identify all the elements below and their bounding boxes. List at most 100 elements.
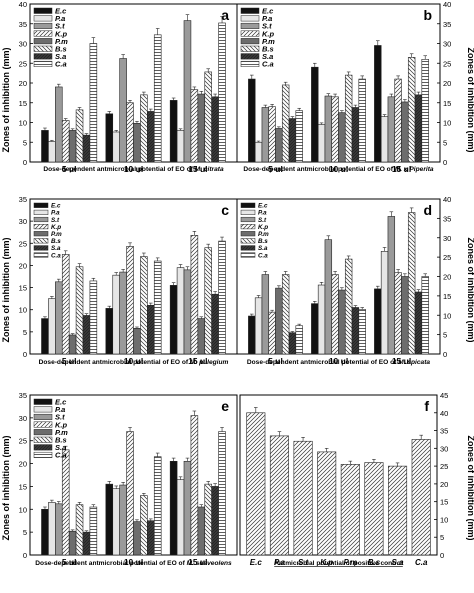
- bar-hatch-c-a-5-ul: [89, 507, 97, 555]
- x-tick-label: 10 ul: [329, 164, 348, 174]
- panel-caption: Dose-dependent antmicrobial potential of…: [35, 560, 232, 567]
- y-tick-label: 0: [23, 350, 27, 359]
- y-tick-label: 20: [443, 79, 451, 88]
- legend-label-c-a: C.a: [55, 451, 67, 460]
- legend-hatch-b-s: [34, 238, 48, 244]
- legend-label-s-t: S.t: [51, 217, 60, 224]
- x-tick-label: 5 ul: [62, 164, 77, 174]
- y-axis-label-left-top: Zones of inhibition (mm): [1, 48, 11, 153]
- bar-e-c-15-ul: [374, 45, 382, 163]
- y-axis-label-right-top: Zones of inhibition (mm): [466, 48, 474, 153]
- bar-e-c-10-ul: [105, 113, 114, 163]
- y-tick-label: 10: [19, 306, 27, 315]
- bar-hatch-b-s-10-ul: [345, 75, 353, 162]
- legend-label-c-a: C.a: [262, 60, 274, 69]
- legend-swatch-e-c: [240, 7, 260, 14]
- bar-p-a-5-ul: [254, 141, 263, 163]
- y-tick-label: 45: [440, 391, 448, 400]
- y-tick-label: 35: [443, 20, 451, 29]
- legend-hatch-c-a: [34, 61, 52, 67]
- legend-label-p-a: P.a: [51, 210, 60, 217]
- legend-label-e-c: E.c: [262, 7, 274, 16]
- caption-species: M. pulegium: [190, 359, 229, 366]
- bar-e-c-10-ul: [105, 483, 114, 556]
- bar-hatch-s-a-5-ul: [289, 118, 296, 162]
- bar-e-c-10-ul: [105, 308, 114, 355]
- bar-p-a-10-ul: [112, 488, 120, 556]
- bar-e-c-15-ul: [169, 285, 178, 355]
- legend-label-s-a: S.a: [258, 245, 268, 252]
- x-tick-label: P.a: [274, 558, 286, 567]
- x-tick-label: S.t: [298, 558, 309, 567]
- x-tick-label: 15 ul: [392, 356, 411, 366]
- legend-label-k-p: K.p: [55, 420, 68, 429]
- panel-caption: Antmicrobial potential of positive contr…: [274, 560, 403, 567]
- bar-hatch-s-a-15-ul: [211, 294, 219, 354]
- y-tick-label: 20: [19, 460, 27, 469]
- x-tick-label: 10 ul: [124, 356, 143, 366]
- panel-a: 0 5 10 15 20 25 30 35 40 a Dose-dependent antmicro…: [19, 0, 238, 174]
- legend-label-b-s: B.s: [55, 436, 67, 445]
- y-tick-label: 0: [23, 158, 27, 167]
- bar-hatch-c-a-15-ul: [218, 431, 226, 555]
- x-tick-label: B.s: [368, 558, 381, 567]
- y-tick-label: 30: [19, 217, 27, 226]
- y-tick-label: 5: [23, 328, 27, 337]
- legend-label-p-m: P.m: [258, 231, 269, 238]
- legend-label-e-c: E.c: [51, 203, 61, 210]
- bar-hatch-s-a-5-ul: [82, 135, 90, 162]
- panel-caption: Dose-dependent antmicrobial potential of…: [247, 359, 431, 366]
- bar-hatch-b-s-15-ul: [408, 212, 416, 354]
- x-tick-label: S.a: [392, 558, 405, 567]
- bar-hatch-k-p-5-ul: [62, 120, 70, 162]
- y-tick-label: 35: [19, 391, 27, 400]
- bar-s-t-10-ul: [119, 271, 127, 355]
- y-tick-label: 35: [19, 20, 27, 29]
- bar-hatch-c-a-5-ul: [89, 280, 97, 354]
- bar-p-a-5-ul: [48, 298, 56, 355]
- bar-p-a-15-ul: [176, 130, 185, 163]
- legend-label-b-s: B.s: [258, 238, 268, 245]
- bar-hatch-k-p-15-ul: [394, 79, 402, 162]
- legend-label-p-a: P.a: [55, 405, 65, 414]
- bar-hatch-p-m: [341, 464, 360, 555]
- y-tick-label: 25: [19, 59, 27, 68]
- bar-hatch-s-a-10-ul: [352, 307, 359, 354]
- bar-e-c-5-ul: [41, 130, 49, 163]
- panel-letter: f: [424, 398, 429, 414]
- y-tick-label: 25: [440, 462, 448, 471]
- legend-swatch-e-c: [240, 202, 256, 208]
- y-tick-label: 0: [23, 551, 27, 560]
- bar-s-t-5-ul: [55, 86, 63, 163]
- bar-hatch-s-a-15-ul: [211, 486, 219, 555]
- legend-label-s-a: S.a: [262, 52, 273, 61]
- y-tick-label: 40: [443, 0, 451, 9]
- bar-p-a-5-ul: [48, 141, 56, 163]
- bar-hatch-c-a-5-ul: [295, 325, 303, 354]
- bar-p-m-5-ul: [275, 128, 283, 163]
- legend-label-p-m: P.m: [262, 37, 275, 46]
- bar-p-m-5-ul: [275, 287, 283, 355]
- bar-p-m-5-ul: [68, 334, 77, 355]
- bar-hatch-s-a-5-ul: [289, 332, 296, 354]
- y-tick-label: 20: [443, 273, 451, 282]
- bar-hatch-b-s: [364, 462, 384, 555]
- legend: E.cP.aS.tK.pP.mB.sS.aC.a: [240, 202, 269, 259]
- y-tick-label: 10: [19, 505, 27, 514]
- y-tick-label: 0: [440, 551, 444, 560]
- bar-hatch-s-a-15-ul: [415, 292, 422, 354]
- caption-species: M. spicata: [398, 359, 430, 366]
- y-tick-label: 40: [19, 0, 27, 9]
- legend-hatch-b-s: [34, 437, 52, 443]
- y-tick-label: 20: [19, 261, 27, 270]
- y-tick-label: 15: [443, 292, 451, 301]
- legend-swatch-p-m: [240, 231, 256, 237]
- bar-hatch-c-a-15-ul: [218, 241, 226, 354]
- legend-swatch-p-m: [240, 38, 260, 45]
- bar-p-m-15-ul: [401, 101, 409, 163]
- bar-hatch-k-p-10-ul: [331, 274, 339, 354]
- legend-swatch-s-t: [33, 413, 53, 420]
- bar-hatch-k-p-10-ul: [126, 246, 134, 354]
- bar-p-a-10-ul: [317, 124, 326, 163]
